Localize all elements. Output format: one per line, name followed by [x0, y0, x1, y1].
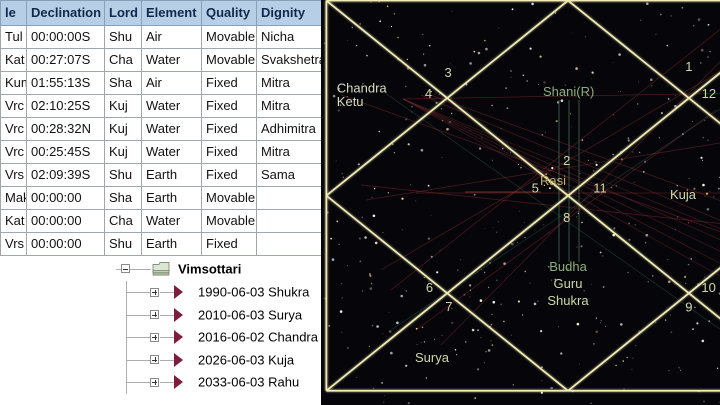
svg-text:3: 3: [444, 65, 451, 80]
svg-text:Shani(R): Shani(R): [543, 84, 594, 99]
svg-text:9: 9: [685, 300, 692, 315]
svg-text:2: 2: [563, 153, 570, 168]
svg-text:Budha: Budha: [549, 259, 587, 274]
svg-text:Surya: Surya: [415, 350, 450, 365]
svg-text:Ketu: Ketu: [337, 94, 364, 109]
svg-text:1: 1: [685, 59, 692, 74]
svg-text:4: 4: [425, 86, 432, 101]
svg-text:Shukra: Shukra: [547, 293, 589, 308]
svg-text:Rasi: Rasi: [540, 173, 566, 188]
svg-text:12: 12: [702, 86, 716, 101]
svg-text:10: 10: [701, 280, 715, 295]
svg-text:11: 11: [593, 181, 607, 196]
svg-text:Guru: Guru: [554, 276, 583, 291]
svg-text:7: 7: [445, 299, 452, 314]
svg-text:Kuja: Kuja: [670, 187, 697, 202]
svg-text:8: 8: [563, 210, 570, 225]
svg-text:5: 5: [532, 181, 539, 196]
svg-text:6: 6: [426, 280, 433, 295]
